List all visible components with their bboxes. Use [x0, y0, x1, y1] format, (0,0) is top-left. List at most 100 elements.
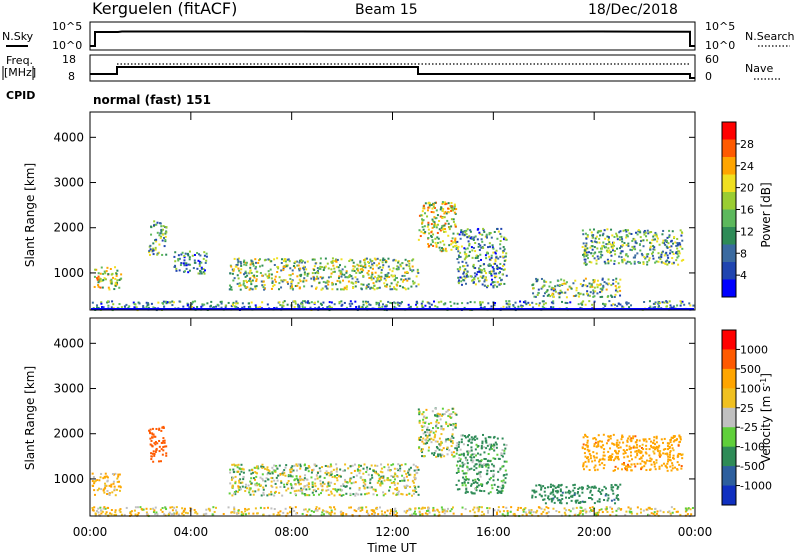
scatter-cell: [465, 261, 468, 264]
scatter-cell: [682, 258, 685, 261]
scatter-cell: [156, 253, 159, 256]
scatter-cell: [395, 493, 398, 496]
scatter-cell: [457, 245, 460, 248]
scatter-cell: [488, 272, 491, 275]
scatter-cell: [423, 232, 426, 235]
scatter-cell: [250, 280, 253, 283]
scatter-cell: [666, 466, 669, 469]
scatter-cell: [460, 280, 463, 283]
scatter-cell: [632, 446, 635, 449]
scatter-cell: [488, 233, 491, 236]
scatter-cell: [96, 479, 99, 482]
scatter-cell: [638, 445, 641, 448]
scatter-cell: [160, 225, 163, 228]
scatter-cell: [175, 509, 178, 512]
scatter-cell: [368, 276, 371, 279]
scatter-cell: [587, 294, 590, 297]
scatter-cell: [645, 235, 648, 238]
scatter-cell: [428, 434, 431, 437]
scatter-cell: [188, 250, 191, 253]
scatter-cell: [327, 471, 330, 474]
scatter-cell: [575, 501, 578, 504]
scatter-cell: [276, 514, 279, 517]
scatter-cell: [593, 445, 596, 448]
scatter-cell: [521, 514, 524, 517]
scatter-cell: [387, 257, 390, 260]
scatter-cell: [502, 465, 505, 468]
scatter-cell: [118, 303, 121, 306]
scatter-cell: [500, 278, 503, 281]
scatter-cell: [478, 463, 481, 466]
scatter-cell: [291, 269, 294, 272]
scatter-cell: [102, 272, 105, 275]
scatter-cell: [635, 439, 638, 442]
scatter-cell: [244, 486, 247, 489]
scatter-cell: [441, 508, 444, 511]
scatter-cell: [631, 245, 634, 248]
scatter-cell: [621, 260, 624, 263]
scatter-cell: [612, 433, 615, 436]
scatter-cell: [306, 272, 309, 275]
scatter-cell: [649, 444, 652, 447]
scatter-cell: [606, 251, 609, 254]
scatter-cell: [402, 279, 405, 282]
scatter-cell: [278, 276, 281, 279]
scatter-cell: [485, 257, 488, 260]
scatter-cell: [147, 303, 150, 306]
scatter-cell: [413, 485, 416, 488]
scatter-cell: [100, 488, 103, 491]
scatter-cell: [376, 264, 379, 267]
scatter-cell: [224, 304, 227, 307]
scatter-cell: [432, 431, 435, 434]
scatter-cell: [327, 482, 330, 485]
scatter-cell: [377, 274, 380, 277]
scatter-cell: [493, 230, 496, 233]
scatter-cell: [258, 259, 261, 262]
scatter-cell: [667, 256, 670, 259]
scatter-cell: [284, 258, 287, 261]
scatter-cell: [489, 436, 492, 439]
scatter-cell: [412, 492, 415, 495]
scatter-cell: [666, 263, 669, 266]
scatter-cell: [553, 495, 556, 498]
scatter-cell: [314, 287, 317, 290]
scatter-cell: [566, 288, 569, 291]
scatter-cell: [673, 235, 676, 238]
scatter-cell: [340, 258, 343, 261]
scatter-cell: [496, 488, 499, 491]
scatter-cell: [467, 275, 470, 278]
scatter-cell: [318, 507, 321, 510]
scatter-cell: [591, 241, 594, 244]
scatter-cell: [444, 440, 447, 443]
scatter-cell: [160, 228, 163, 231]
scatter-cell: [431, 207, 434, 210]
scatter-cell: [422, 432, 425, 435]
scatter-cell: [153, 509, 156, 512]
scatter-cell: [443, 216, 446, 219]
scatter-cell: [547, 497, 550, 500]
scatter-cell: [422, 207, 425, 210]
scatter-cell: [522, 510, 525, 513]
scatter-cell: [436, 231, 439, 234]
scatter-cell: [468, 434, 471, 437]
scatter-cell: [417, 271, 420, 274]
scatter-cell: [138, 302, 141, 305]
scatter-cell: [290, 466, 293, 469]
scatter-cell: [380, 480, 383, 483]
scatter-cell: [372, 282, 375, 285]
scatter-cell: [297, 303, 300, 306]
scatter-cell: [371, 259, 374, 262]
scatter-cell: [410, 513, 413, 516]
scatter-cell: [180, 253, 183, 256]
colorbar-tick-label: 500: [740, 363, 761, 376]
scatter-cell: [308, 302, 311, 305]
scatter-cell: [625, 230, 628, 233]
scatter-cell: [394, 510, 397, 513]
scatter-cell: [442, 207, 445, 210]
scatter-cell: [594, 237, 597, 240]
scatter-cell: [503, 248, 506, 251]
scatter-cell: [400, 278, 403, 281]
scatter-cell: [300, 273, 303, 276]
scatter-cell: [403, 479, 406, 482]
scatter-cell: [162, 302, 165, 305]
